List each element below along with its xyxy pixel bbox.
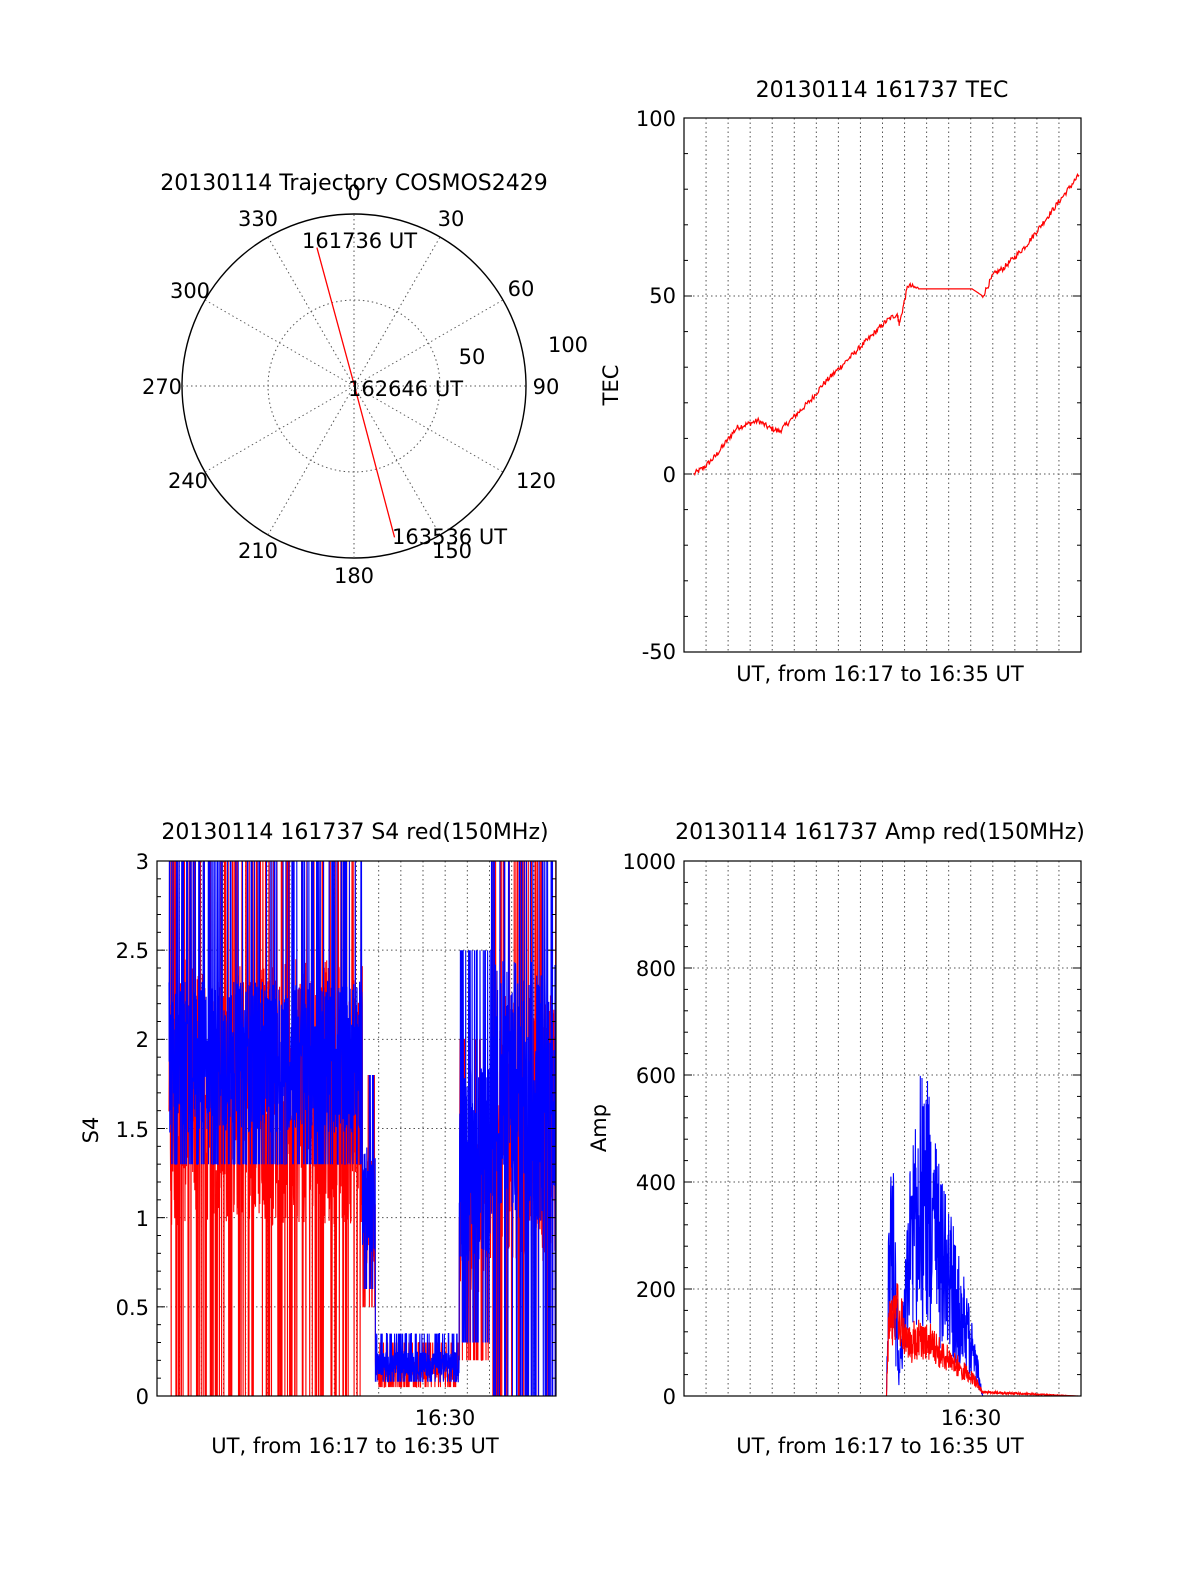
tec-ytick-50: 50 xyxy=(649,284,676,308)
amp-ytick-200: 200 xyxy=(636,1278,676,1302)
polar-angle-label-240: 240 xyxy=(168,469,208,493)
tec-frame xyxy=(683,117,1082,653)
amp-xtick-1630: 16:30 xyxy=(941,1406,1002,1430)
amp-ytick-600: 600 xyxy=(636,1064,676,1088)
amp-minor-ticks xyxy=(684,881,1081,1376)
amp-series-line xyxy=(694,1075,1079,1397)
amp-ytick-1000: 1000 xyxy=(623,850,676,874)
s4-ytick-3: 3 xyxy=(136,850,149,874)
s4-ytick-2-5: 2.5 xyxy=(116,939,149,963)
amp-ylabel: Amp xyxy=(587,1104,611,1152)
polar-angle-label-300: 300 xyxy=(170,279,210,303)
amp-grid xyxy=(684,861,1081,1396)
amp-ytick-800: 800 xyxy=(636,957,676,981)
polar-angle-label-90: 90 xyxy=(533,375,560,399)
amp-title: 20130114 161737 Amp red(150MHz) xyxy=(675,820,1085,845)
amp-ytick-0: 0 xyxy=(663,1385,676,1409)
polar-angle-label-330: 330 xyxy=(238,207,278,231)
polar-angle-label-150: 150 xyxy=(432,539,472,563)
polar-angle-label-30: 30 xyxy=(438,207,465,231)
s4-ylabel: S4 xyxy=(79,1117,103,1144)
polar-title: 20130114 Trajectory COSMOS2429 xyxy=(160,171,547,196)
polar-angle-label-120: 120 xyxy=(516,469,556,493)
polar-radius-label-100: 100 xyxy=(548,333,588,357)
amp-xlabel: UT, from 16:17 to 16:35 UT xyxy=(736,1434,1024,1458)
polar-angle-labels: 0 30 60 90 120 150 180 210 240 270 300 330 xyxy=(142,181,559,588)
tec-chart: 20130114 161737 TEC -50 0 50 100 TEC UT,… xyxy=(599,78,1082,686)
tec-ytick-neg50: -50 xyxy=(642,640,676,664)
s4-xtick-1630: 16:30 xyxy=(415,1406,476,1430)
polar-angle-label-60: 60 xyxy=(508,277,535,301)
s4-series-line xyxy=(168,860,557,1397)
polar-radius-label-50: 50 xyxy=(459,345,486,369)
s4-blue-series xyxy=(168,860,557,1397)
trajectory-mid-label: 162646 UT xyxy=(348,377,463,401)
tec-grid xyxy=(684,118,1081,652)
s4-ytick-1: 1 xyxy=(136,1207,149,1231)
amp-ytick-400: 400 xyxy=(636,1171,676,1195)
tec-ytick-100: 100 xyxy=(636,107,676,131)
tec-ylabel: TEC xyxy=(599,365,623,407)
amp-series-line xyxy=(694,1283,1079,1397)
s4-chart: 20130114 161737 S4 red(150MHz) 0 0.5 1 1… xyxy=(79,820,557,1458)
tec-xlabel: UT, from 16:17 to 16:35 UT xyxy=(736,662,1024,686)
amp-blue-series xyxy=(694,1075,1079,1397)
tec-minor-ticks xyxy=(684,153,1081,617)
tec-series xyxy=(693,172,1080,477)
polar-angle-label-180: 180 xyxy=(334,564,374,588)
tec-ytick-0: 0 xyxy=(663,463,676,487)
trajectory-end-label: 163536 UT xyxy=(392,525,507,549)
s4-ytick-1-5: 1.5 xyxy=(116,1118,149,1142)
polar-angle-label-210: 210 xyxy=(238,539,278,563)
amp-frame xyxy=(683,860,1082,1397)
s4-ytick-0: 0 xyxy=(136,1385,149,1409)
amp-red-series xyxy=(694,1283,1079,1397)
polar-chart: 20130114 Trajectory COSMOS2429 0 30 60 90 12… xyxy=(142,171,588,588)
s4-ytick-0-5: 0.5 xyxy=(116,1296,149,1320)
s4-title: 20130114 161737 S4 red(150MHz) xyxy=(161,820,548,845)
s4-ytick-2: 2 xyxy=(136,1028,149,1052)
s4-xlabel: UT, from 16:17 to 16:35 UT xyxy=(211,1434,499,1458)
tec-title: 20130114 161737 TEC xyxy=(756,78,1009,103)
trajectory-line xyxy=(316,247,396,538)
amp-chart: 20130114 161737 Amp red(150MHz) 0 200 40… xyxy=(587,820,1085,1458)
trajectory-start-label: 161736 UT xyxy=(302,229,417,253)
polar-angle-label-270: 270 xyxy=(142,375,182,399)
polar-angle-label-0: 0 xyxy=(347,181,360,205)
s4-minor-ticks xyxy=(157,878,556,1379)
